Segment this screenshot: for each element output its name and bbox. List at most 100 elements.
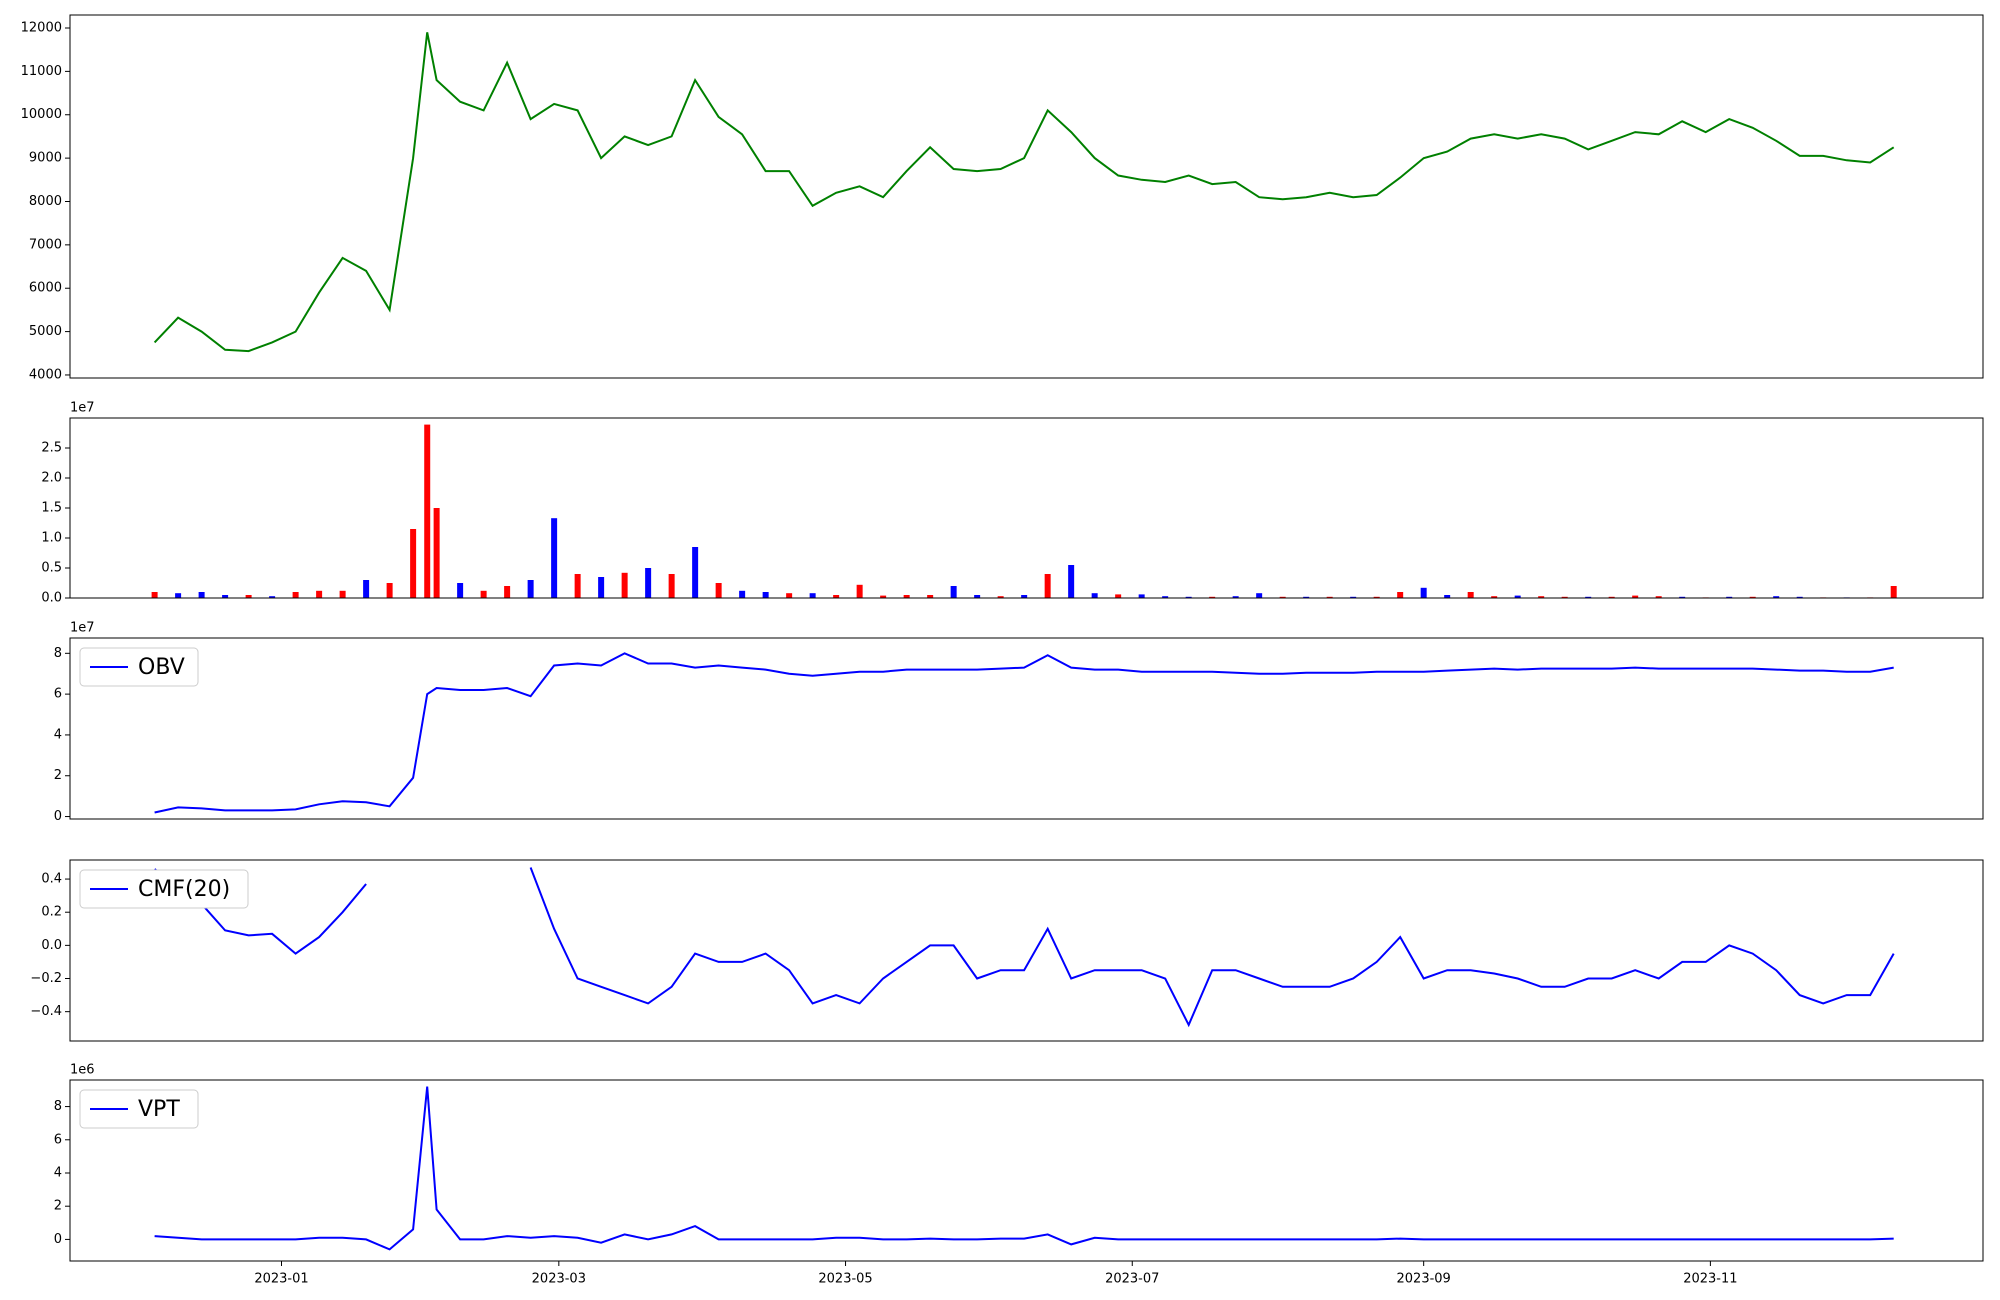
bar [1185, 596, 1192, 598]
bar [1420, 587, 1427, 598]
bar [1232, 596, 1239, 598]
bar [527, 580, 534, 598]
bar [833, 595, 840, 598]
line [153, 32, 1895, 353]
line [154, 652, 1894, 814]
bar [245, 595, 252, 598]
bar [457, 583, 464, 598]
bar [668, 574, 675, 598]
x-tick-label: 2023-01 [254, 1272, 308, 1287]
y-tick-label: 5000 [29, 324, 62, 339]
bar [1749, 596, 1756, 598]
bar [1726, 596, 1733, 598]
bar [574, 574, 581, 598]
bar [621, 572, 628, 598]
y-tick-label: 2 [54, 768, 62, 783]
bar [1162, 596, 1169, 598]
bar [809, 593, 816, 598]
bar [222, 595, 229, 598]
bar [598, 577, 605, 598]
y-tick-label: 0.2 [41, 905, 62, 920]
bar [762, 592, 769, 598]
bar [151, 592, 158, 598]
y-tick-label: 8000 [29, 194, 62, 209]
y-tick-label: 2.0 [41, 471, 62, 486]
plot-frame [69, 417, 1984, 599]
plot-frame [69, 637, 1984, 820]
bar [1209, 596, 1216, 598]
bar [1585, 596, 1592, 598]
y-tick-label: 0.5 [41, 561, 62, 576]
bar [1773, 596, 1780, 598]
y-tick-label: 0 [54, 809, 62, 824]
y-tick-label: 0.4 [41, 872, 62, 887]
bar [927, 595, 934, 598]
y-tick-label: 4 [54, 1165, 62, 1180]
x-tick-label: 2023-07 [1105, 1272, 1159, 1287]
bar [856, 584, 863, 598]
line [153, 867, 1895, 1028]
bar [1091, 593, 1098, 598]
bar [692, 547, 699, 598]
bar [1326, 596, 1333, 598]
line [154, 1086, 1894, 1251]
bar [974, 595, 981, 598]
plot-frame [69, 859, 1984, 1042]
legend-label: OBV [138, 655, 185, 680]
y-tick-label: 12000 [21, 21, 62, 36]
x-tick-label: 2023-11 [1683, 1272, 1737, 1287]
bar [1796, 596, 1803, 598]
bar [1491, 596, 1498, 598]
bar [1303, 596, 1310, 598]
bar [1021, 595, 1028, 598]
bar [1538, 596, 1545, 598]
y-tick-label: 10000 [21, 107, 62, 122]
bar [1256, 593, 1263, 598]
y-tick-label: 0.0 [41, 938, 62, 953]
y-tick-label: 8 [54, 646, 62, 661]
bar [903, 595, 910, 598]
offset-text: 1e7 [70, 401, 95, 416]
plot-frame [69, 14, 1984, 379]
bar [1138, 594, 1145, 598]
y-tick-label: 4000 [29, 367, 62, 382]
bar [1608, 596, 1615, 598]
bar [504, 586, 511, 598]
offset-text: 1e7 [70, 621, 95, 636]
bar [551, 518, 558, 598]
bar [880, 595, 887, 598]
bar [175, 593, 182, 598]
bar [1467, 592, 1474, 598]
y-tick-label: 6 [54, 687, 62, 702]
offset-text: 1e6 [70, 1063, 95, 1078]
bar [1561, 596, 1568, 598]
legend-box [79, 869, 249, 909]
bar [480, 590, 487, 598]
bar [715, 583, 722, 598]
legend-box [79, 647, 199, 687]
y-tick-label: 0 [54, 1232, 62, 1247]
plot-frame [69, 1079, 1984, 1262]
legend-label: VPT [138, 1097, 180, 1122]
bar [363, 580, 370, 598]
bar [645, 568, 652, 598]
y-tick-label: −0.4 [30, 1004, 62, 1019]
bar [316, 590, 323, 598]
y-tick-label: 2 [54, 1199, 62, 1214]
legend-label: CMF(20) [138, 877, 230, 902]
y-tick-label: −0.2 [30, 971, 62, 986]
bar [1068, 565, 1075, 598]
bar [1397, 592, 1404, 598]
bar [739, 590, 746, 598]
bar [997, 596, 1004, 598]
bar [1373, 596, 1380, 598]
y-tick-label: 6000 [29, 281, 62, 296]
bar [1514, 595, 1521, 598]
y-tick-label: 1.5 [41, 501, 62, 516]
bar [292, 592, 299, 598]
y-tick-label: 2.5 [41, 441, 62, 456]
bar [1890, 586, 1897, 598]
bar [1279, 596, 1286, 598]
